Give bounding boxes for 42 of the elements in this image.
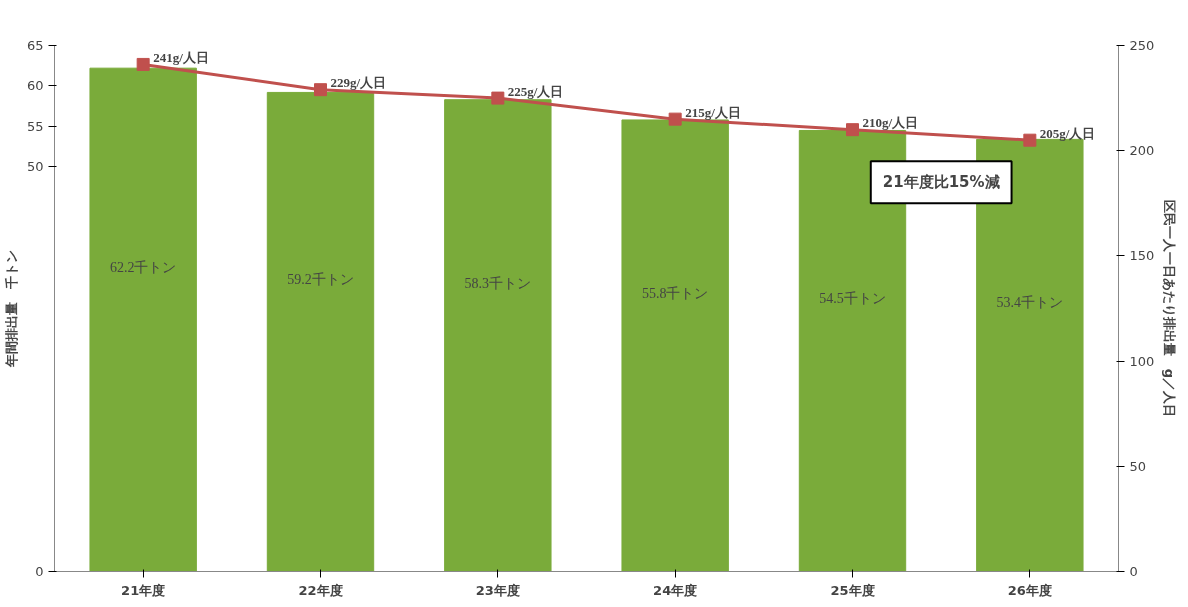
data-label: 225g/人日 (507, 83, 564, 99)
point (136, 57, 150, 71)
data-label: 241g/人日 (153, 49, 209, 65)
y2-tick-label: 200 (1129, 143, 1155, 159)
y-tick-label: 0 (35, 564, 44, 579)
point (491, 91, 505, 105)
data-label: 229g/人日 (330, 75, 387, 91)
x-tick-label: 24年度 (653, 582, 698, 598)
y-tick-label: 50 (26, 159, 44, 175)
point (1023, 133, 1037, 147)
x-tick-label: 21年度 (121, 582, 166, 598)
y2-axis-title: 区民一人一日あたり排出量 g／人日 (1162, 199, 1178, 418)
data-label: 215g/人日 (685, 104, 741, 120)
point (314, 83, 327, 97)
data-label: 55.8千トン (641, 285, 709, 301)
y2-tick-label: 100 (1129, 353, 1155, 369)
x-tick-label: 25年度 (830, 582, 875, 598)
bar (621, 119, 729, 572)
x-tick-label: 22年度 (298, 582, 343, 598)
point (846, 123, 859, 137)
data-label: 210g/人日 (862, 115, 919, 131)
data-label: 58.3千トン (464, 275, 532, 291)
point (668, 112, 682, 126)
y2-tick-label: 50 (1129, 458, 1147, 474)
x-tick-label: 26年度 (1007, 582, 1052, 598)
bar (444, 99, 552, 572)
bar (89, 67, 197, 572)
data-label: 59.2千トン (287, 271, 354, 287)
y2-tick-label: 0 (1129, 564, 1138, 579)
data-label: 205g/人日 (1039, 125, 1096, 141)
annotation: 21年度比15%減 (882, 173, 1000, 192)
y-tick-label: 55 (26, 118, 44, 134)
data-label: 53.4千トン (996, 295, 1064, 311)
data-label: 62.2千トン (109, 259, 177, 275)
y2-tick-label: 250 (1129, 38, 1155, 53)
x-tick-label: 23年度 (475, 582, 520, 598)
y-tick-label: 65 (26, 38, 44, 53)
data-label: 54.5千トン (819, 290, 886, 306)
bar (266, 91, 375, 572)
y-tick-label: 60 (26, 78, 44, 94)
y2-tick-label: 150 (1129, 248, 1155, 264)
y-axis-title: 年間排出量 千トン (3, 250, 19, 368)
